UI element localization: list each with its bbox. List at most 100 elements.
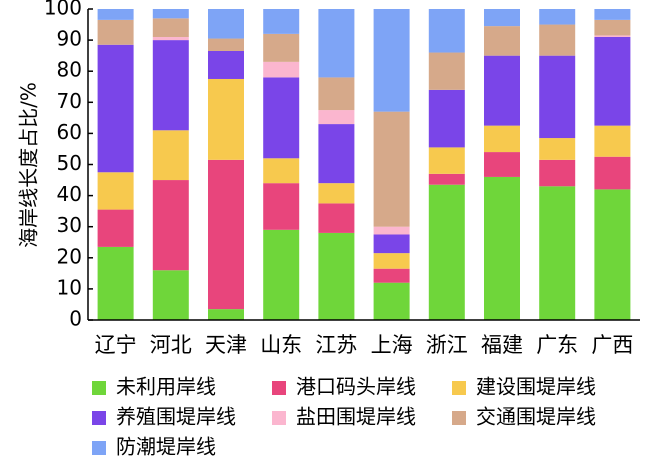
bar-segment-4-5 [263,61,300,78]
bar-segment-10-5 [594,35,631,37]
legend-label-6: 交通围堤岸线 [476,405,596,429]
y-tick-label-2: 10 [57,275,82,299]
bar-segment-5-3 [318,183,355,204]
bar-segment-8-4 [484,55,520,126]
bar-segment-2-4 [152,40,189,131]
bar-segment-2-7 [152,9,189,19]
bar-segment-2-1 [152,270,189,320]
bar-segment-7-7 [428,9,465,53]
bar-segment-7-1 [428,184,465,320]
bar-segment-8-3 [484,125,520,153]
bar-segment-1-2 [97,209,134,247]
bar-segment-4-2 [263,183,300,230]
bar-segment-5-5 [318,110,355,125]
bar-segment-7-3 [428,147,465,174]
legend-swatch-2 [272,381,286,395]
y-tick-label-9: 80 [57,58,82,82]
bar-segment-8-1 [484,176,520,320]
y-axis: 0 10 20 30 40 50 60 70 80 90 100 [44,0,93,331]
bar-segment-6-4 [373,234,410,254]
bar-segment-4-1 [263,229,300,320]
bar-segment-3-2 [208,159,244,310]
bar-segment-1-6 [97,19,134,45]
bar-segment-10-7 [594,9,631,20]
y-axis-label: 海岸线长度占比/% [17,82,41,248]
bar-segment-10-6 [594,19,631,36]
bar-segment-5-7 [318,9,355,78]
bar-segment-8-7 [484,9,520,27]
bar-segment-1-3 [97,172,134,210]
bar-segment-6-6 [373,111,410,227]
bar-segment-1-7 [97,9,134,20]
bar-segment-7-4 [428,89,465,148]
plot-area [97,9,631,320]
bar-segment-10-2 [594,156,631,190]
legend-swatch-7 [92,441,106,455]
legend-label-2: 港口码头岸线 [296,375,416,399]
legend-label-1: 未利用岸线 [116,375,216,399]
bar-segment-4-7 [263,9,300,34]
bar-segment-8-2 [484,152,520,177]
bar-segment-9-7 [539,9,576,25]
x-tick-label-3: 天津 [205,333,247,357]
bar-segment-4-3 [263,158,300,184]
legend-label-3: 建设围堤岸线 [476,375,596,399]
legend-swatch-6 [452,411,466,425]
bar-segment-6-3 [373,253,410,269]
x-tick-label-10: 广西 [591,333,633,357]
bar-segment-10-4 [594,36,631,126]
bar-segment-6-2 [373,268,410,283]
y-tick-label-8: 70 [57,89,82,113]
bar-segment-10-3 [594,125,631,157]
bar-segment-9-4 [539,55,576,139]
legend-swatch-4 [92,411,106,425]
bar-segment-4-6 [263,33,300,62]
bar-segment-5-6 [318,77,355,111]
y-tick-label-11: 100 [44,0,82,20]
y-tick-label-7: 60 [57,120,82,144]
y-tick-label-3: 20 [57,244,82,268]
bar-segment-9-3 [539,138,576,160]
bar-segment-1-1 [97,246,134,320]
x-tick-label-2: 河北 [150,333,192,357]
x-tick-label-1: 辽宁 [95,333,137,357]
bar-segment-3-3 [208,78,244,160]
y-tick-label-1: 0 [69,307,82,331]
bar-segment-6-5 [373,226,410,235]
bar-segment-8-6 [484,26,520,56]
bar-segment-2-3 [152,130,189,181]
bar-segment-3-7 [208,9,244,39]
legend-label-4: 养殖围堤岸线 [116,405,236,429]
legend-label-5: 盐田围堤岸线 [296,405,416,429]
bar-segment-3-6 [208,38,244,51]
legend-swatch-1 [92,381,106,395]
bar-segment-5-4 [318,124,355,184]
bar-segment-10-1 [594,189,631,320]
legend-swatch-5 [272,411,286,425]
x-tick-label-9: 广东 [536,333,578,357]
bar-segment-2-6 [152,18,189,37]
y-tick-label-6: 50 [57,151,82,175]
bar-segment-4-4 [263,77,300,159]
x-tick-label-7: 浙江 [426,333,468,357]
bar-segment-3-1 [208,309,244,320]
bar-segment-1-4 [97,44,134,173]
bar-segment-9-1 [539,186,576,320]
bar-segment-9-6 [539,24,576,56]
y-tick-label-4: 30 [57,213,82,237]
x-tick-label-4: 山东 [260,333,302,357]
x-tick-label-8: 福建 [481,333,523,357]
bar-segment-2-2 [152,180,189,271]
bar-segment-7-2 [428,173,465,185]
x-tick-label-5: 江苏 [315,333,357,357]
bar-segment-5-1 [318,232,355,320]
bar-segment-9-2 [539,159,576,187]
bar-segment-6-1 [373,282,410,320]
bar-segment-6-7 [373,9,410,112]
legend-swatch-3 [452,381,466,395]
bar-segment-3-4 [208,50,244,79]
bar-segment-5-2 [318,203,355,233]
x-axis: 辽宁 河北 天津 山东 江苏 上海 浙江 福建 广东 广西 [88,319,640,357]
bar-segment-7-6 [428,52,465,90]
